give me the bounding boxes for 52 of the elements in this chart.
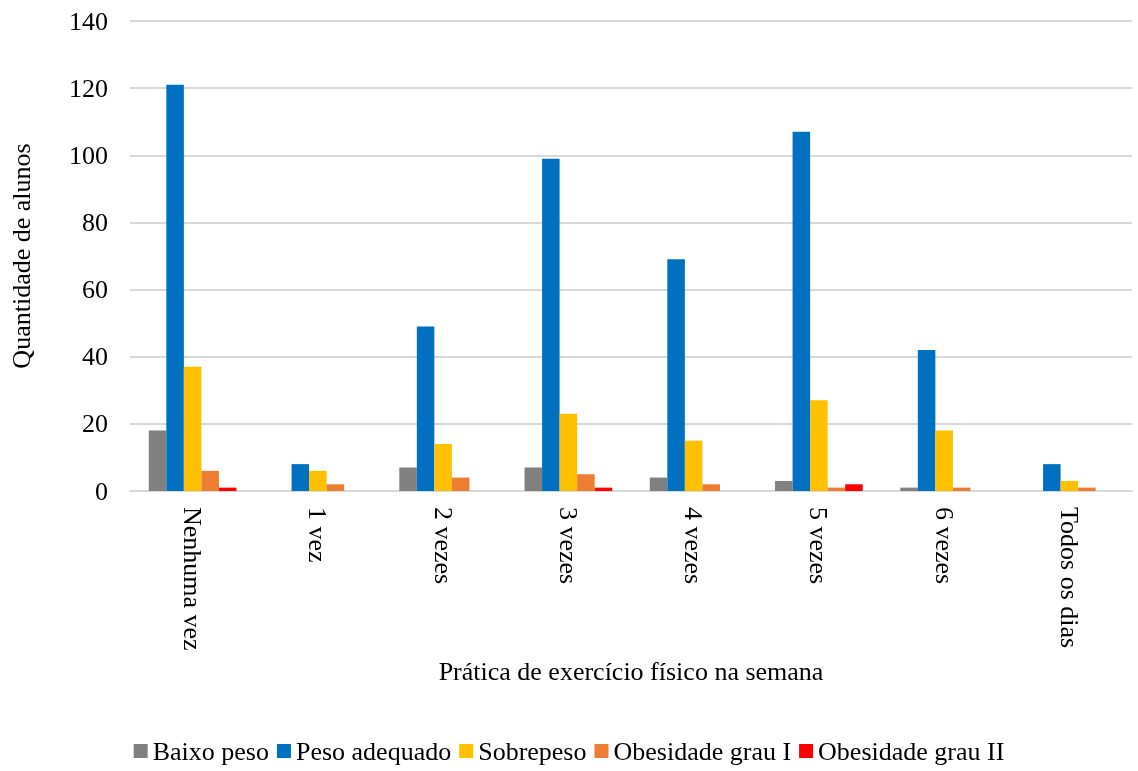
x-tick-label: 3 vezes (553, 507, 583, 585)
y-axis-title: Quantidade de alunos (6, 143, 36, 369)
y-tick-label: 0 (95, 476, 108, 506)
y-tick-label: 120 (69, 73, 108, 103)
bar (201, 470, 219, 491)
bar (900, 487, 918, 491)
x-tick-label: Nenhuma vez (178, 507, 208, 651)
bar (667, 259, 685, 491)
bar (291, 464, 310, 491)
bar (845, 484, 863, 491)
bar (559, 413, 578, 491)
legend-label: Baixo peso (152, 736, 269, 766)
bar (542, 158, 560, 491)
y-tick-label: 60 (82, 275, 108, 305)
bar (524, 467, 543, 491)
bar (326, 484, 345, 491)
y-tick-label: 140 (69, 6, 108, 36)
x-tick-label: 5 vezes (804, 507, 834, 585)
bar (810, 400, 828, 491)
bar (416, 326, 435, 491)
x-tick-label: 4 vezes (679, 507, 709, 585)
bar (399, 467, 417, 491)
x-tick-label: 2 vezes (428, 507, 458, 585)
x-tick-label: 6 vezes (929, 507, 959, 585)
bar (1043, 464, 1061, 491)
bar (451, 477, 470, 491)
legend-label: Obesidade grau II (818, 736, 1005, 766)
bar (309, 470, 327, 491)
x-tick-label: 1 vez (303, 507, 333, 563)
y-tick-label: 20 (82, 409, 108, 439)
bar (166, 84, 184, 491)
legend-label: Obesidade grau I (613, 736, 792, 766)
bar (1078, 487, 1096, 491)
bar (649, 477, 668, 491)
bar (917, 350, 936, 491)
bar (775, 480, 793, 491)
y-tick-label: 100 (69, 140, 108, 170)
bar (183, 366, 202, 491)
bar (702, 484, 720, 491)
bar (434, 444, 452, 491)
bar (684, 440, 703, 491)
bar (148, 430, 167, 491)
bar (1060, 480, 1079, 491)
legend-label: Peso adequado (295, 736, 452, 766)
y-tick-label: 40 (82, 342, 108, 372)
x-axis-title: Prática de exercício físico na semana (438, 657, 824, 687)
bar (935, 430, 953, 491)
legend-label: Sobrepeso (478, 736, 587, 766)
x-tick-label: Todos os dias (1054, 507, 1084, 649)
bar (577, 474, 595, 491)
bar (792, 131, 811, 491)
y-tick-label: 80 (82, 207, 108, 237)
